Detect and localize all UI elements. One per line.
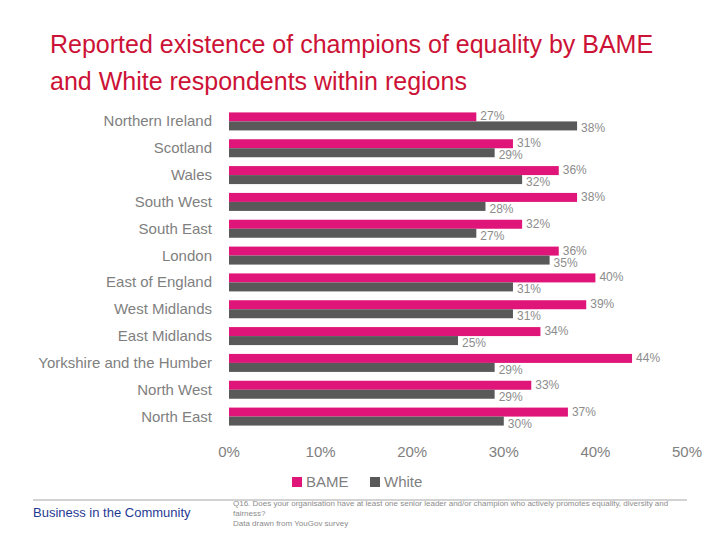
bar — [229, 229, 476, 238]
legend-label: White — [384, 473, 422, 490]
category-label: North West — [137, 381, 213, 398]
data-label: 29% — [499, 148, 523, 162]
tick-label: 30% — [489, 443, 519, 460]
category-label: East Midlands — [118, 327, 212, 344]
data-label: 29% — [499, 363, 523, 377]
category-label: Scotland — [154, 139, 212, 156]
category-label: Yorkshire and the Humber — [38, 354, 212, 371]
tick-label: 20% — [397, 443, 427, 460]
data-label: 35% — [554, 256, 578, 270]
bar — [229, 220, 522, 229]
data-label: 40% — [599, 270, 623, 284]
bar — [229, 139, 513, 148]
bars — [229, 112, 632, 425]
bar — [229, 112, 476, 121]
bar — [229, 354, 632, 363]
data-label: 33% — [535, 378, 559, 392]
data-label: 38% — [581, 190, 605, 204]
data-label: 36% — [563, 163, 587, 177]
bar — [229, 309, 513, 318]
source-note: Q16. Does your organisation have at leas… — [233, 499, 688, 529]
data-label: 38% — [581, 121, 605, 135]
data-label: 32% — [526, 175, 550, 189]
category-label: South East — [139, 220, 213, 237]
note-line: Q16. Does your organisation have at leas… — [233, 499, 688, 519]
tick-label: 40% — [580, 443, 610, 460]
bar — [229, 121, 577, 130]
bar — [229, 390, 495, 399]
data-labels: 27%31%36%38%32%36%40%39%34%44%33%37%38%2… — [462, 109, 660, 430]
bar — [229, 175, 522, 184]
category-label: West Midlands — [114, 300, 212, 317]
bar — [229, 408, 568, 417]
category-label: North East — [141, 408, 213, 425]
data-label: 25% — [462, 336, 486, 350]
bar — [229, 417, 504, 426]
page: 0% 10% 20% 30% 40% 50% Northern Ireland Scotlan… — [0, 0, 720, 540]
data-label: 29% — [499, 390, 523, 404]
chart-title: Reported existence of champions of equal… — [50, 26, 700, 100]
bar — [229, 247, 559, 256]
bar — [229, 148, 495, 157]
data-label: 27% — [480, 109, 504, 123]
category-label: London — [162, 247, 212, 264]
data-label: 32% — [526, 217, 550, 231]
bar — [229, 256, 550, 265]
data-label: 44% — [636, 351, 660, 365]
legend-swatch — [292, 477, 302, 487]
data-label: 30% — [508, 417, 532, 431]
bar — [229, 381, 531, 390]
footer: Business in the Community — [33, 505, 191, 520]
bar — [229, 166, 559, 175]
bar — [229, 273, 595, 282]
category-label: Northern Ireland — [104, 112, 212, 129]
tick-label: 0% — [218, 443, 240, 460]
note-line: Data drawn from YouGov survey — [233, 519, 688, 529]
data-label: 34% — [544, 324, 568, 338]
bar — [229, 363, 495, 372]
data-label: 39% — [590, 297, 614, 311]
tick-label: 50% — [672, 443, 702, 460]
legend-swatch — [370, 477, 380, 487]
bar — [229, 282, 513, 291]
bar — [229, 336, 458, 345]
data-label: 37% — [572, 405, 596, 419]
bar — [229, 202, 485, 211]
data-label: 28% — [489, 202, 513, 216]
bar — [229, 300, 586, 309]
category-label: East of England — [106, 273, 212, 290]
category-label: Wales — [171, 166, 212, 183]
data-label: 31% — [517, 309, 541, 323]
data-label: 31% — [517, 282, 541, 296]
tick-label: 10% — [306, 443, 336, 460]
category-label: South West — [135, 193, 213, 210]
legend-label: BAME — [306, 473, 349, 490]
data-label: 27% — [480, 229, 504, 243]
bar — [229, 327, 540, 336]
bar — [229, 193, 577, 202]
